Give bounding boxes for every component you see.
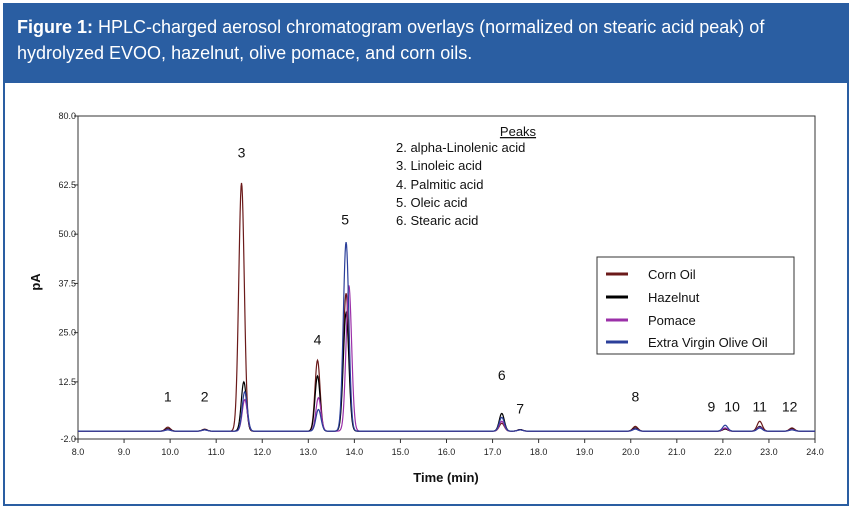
x-tick-label: 8.0 — [72, 447, 85, 457]
figure-label: Figure 1: — [17, 17, 94, 37]
legend-label: Pomace — [648, 313, 696, 328]
peak-number-label: 8 — [631, 389, 639, 405]
peaks-item: 6. Stearic acid — [396, 213, 478, 228]
y-tick-label: 37.5 — [58, 278, 76, 288]
legend-label: Extra Virgin Olive Oil — [648, 335, 768, 350]
y-tick-label: 50.0 — [58, 229, 76, 239]
x-tick-label: 22.0 — [714, 447, 732, 457]
peaks-box: Peaks 2. alpha-Linolenic acid 3. Linolei… — [396, 124, 537, 228]
peaks-item: 5. Oleic acid — [396, 195, 468, 210]
legend-box — [596, 256, 795, 355]
figure-caption-text: HPLC-charged aerosol chromatogram overla… — [17, 17, 765, 63]
peak-number-label: 4 — [314, 331, 322, 347]
peaks-item: 2. alpha-Linolenic acid — [396, 140, 525, 155]
x-axis-title: Time (min) — [413, 470, 479, 485]
peak-number-label: 1 — [164, 389, 172, 405]
peak-number-label: 7 — [516, 400, 524, 416]
x-tick-label: 9.0 — [118, 447, 131, 457]
y-tick-label: 80.0 — [58, 111, 76, 121]
peak-number-label: 3 — [238, 144, 246, 160]
series-line — [78, 241, 815, 432]
x-tick-label: 10.0 — [161, 447, 179, 457]
x-tick-label: 13.0 — [300, 447, 318, 457]
peak-number-label: 5 — [341, 211, 349, 227]
x-tick-label: 17.0 — [484, 447, 502, 457]
x-tick-label: 15.0 — [392, 447, 410, 457]
peak-number-label: 12 — [782, 398, 798, 414]
x-tick-label: 18.0 — [530, 447, 548, 457]
x-tick-label: 20.0 — [622, 447, 640, 457]
peak-number-label: 9 — [707, 398, 715, 414]
peak-number-label: 6 — [498, 367, 506, 383]
x-tick-label: 24.0 — [806, 447, 824, 457]
y-tick-label: 62.5 — [58, 180, 76, 190]
x-tick-label: 12.0 — [253, 447, 271, 457]
x-tick-label: 14.0 — [346, 447, 364, 457]
peak-number-label: 2 — [201, 389, 209, 405]
peak-number-label: 10 — [724, 398, 740, 414]
x-tick-label: 16.0 — [438, 447, 456, 457]
x-tick-label: 23.0 — [760, 447, 778, 457]
peak-number-label: 11 — [752, 398, 767, 414]
figure-caption: Figure 1: HPLC-charged aerosol chromatog… — [5, 5, 847, 83]
x-tick-label: 19.0 — [576, 447, 594, 457]
legend: Corn Oil Hazelnut Pomace Extra Virgin Ol… — [596, 256, 795, 355]
x-tick-label: 21.0 — [668, 447, 686, 457]
y-tick-label: 25.0 — [58, 328, 76, 338]
figure-frame: Figure 1: HPLC-charged aerosol chromatog… — [3, 3, 849, 506]
x-tick-label: 11.0 — [208, 447, 225, 457]
legend-label: Hazelnut — [648, 290, 700, 305]
y-tick-label: 12.5 — [58, 377, 76, 387]
peaks-item: 3. Linoleic acid — [396, 158, 482, 173]
legend-label: Corn Oil — [648, 267, 696, 282]
peaks-item: 4. Palmitic acid — [396, 177, 483, 192]
y-tick-label: -2.0 — [60, 434, 76, 444]
y-axis-title: pA — [28, 273, 43, 291]
peaks-title: Peaks — [500, 124, 537, 139]
